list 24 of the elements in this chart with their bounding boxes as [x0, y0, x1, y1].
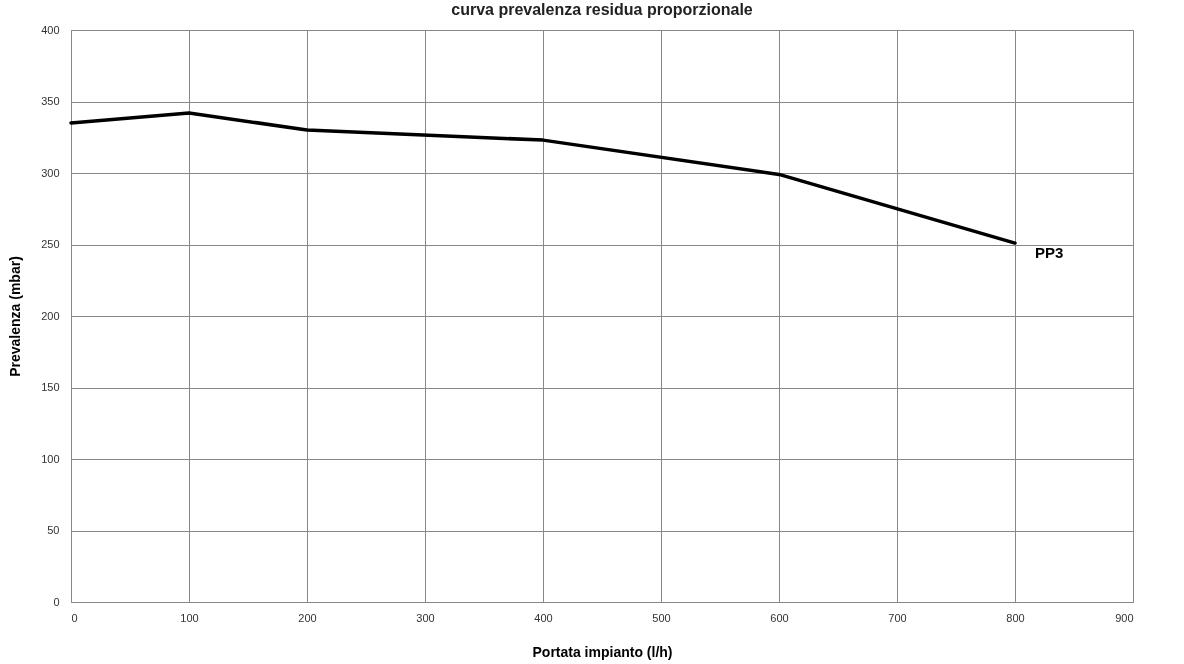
- x-tick-label: 600: [770, 611, 789, 624]
- x-tick-label: 500: [652, 611, 671, 624]
- x-tick-label: 900: [1115, 611, 1134, 624]
- y-tick-label: 0: [53, 595, 60, 608]
- y-tick-label: 300: [41, 166, 60, 179]
- series-label: PP3: [1035, 244, 1064, 262]
- y-tick-label: 200: [41, 309, 60, 322]
- y-tick-label: 250: [41, 238, 60, 250]
- x-tick-label: 200: [298, 611, 317, 624]
- x-tick-label: 100: [180, 611, 199, 624]
- x-tick-label: 800: [1006, 611, 1025, 624]
- x-tick-label: 0: [71, 611, 78, 624]
- y-tick-label: 350: [41, 95, 60, 107]
- chart-title: curva prevalenza residua proporzionale: [451, 1, 753, 18]
- y-tick-label: 150: [41, 381, 60, 393]
- x-tick-label: 400: [534, 611, 553, 624]
- line-series: [69, 111, 1017, 245]
- x-tick-label: 300: [416, 611, 435, 624]
- x-tick-label: 700: [888, 611, 907, 624]
- x-axis-title: Portata impianto (l/h): [532, 643, 673, 660]
- y-tick-label: 50: [47, 524, 60, 536]
- y-tick-label: 100: [41, 452, 60, 465]
- y-tick-label: 400: [41, 23, 60, 36]
- y-axis-title: Prevalenza (mbar): [7, 256, 24, 377]
